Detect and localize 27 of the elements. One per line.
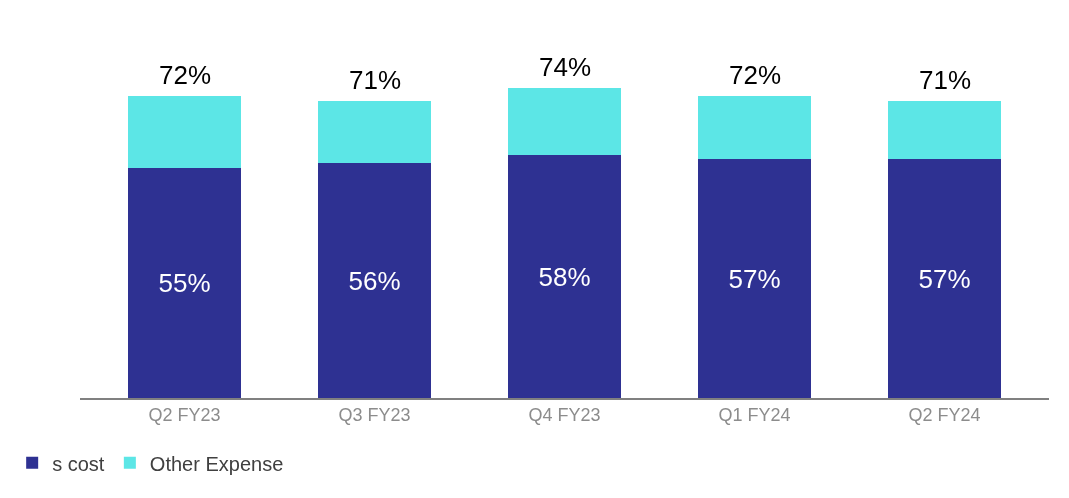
bar: [128, 96, 241, 168]
x-tick-label: Q2 FY23: [148, 405, 221, 426]
data-label: 58%: [538, 261, 591, 292]
x-tick-label: Q3 FY23: [338, 405, 411, 426]
data-label: 57%: [728, 263, 781, 294]
total-label: 71%: [349, 65, 402, 95]
data-label: 55%: [158, 267, 211, 298]
bar: [128, 167, 241, 398]
data-label: 57%: [918, 263, 971, 294]
bar: [888, 100, 1001, 160]
bar: [318, 163, 431, 398]
data-label: 56%: [348, 265, 401, 296]
bar: [888, 159, 1001, 398]
bar: [698, 96, 811, 160]
legend-label: s cost: [52, 452, 105, 475]
total-label: 71%: [919, 65, 972, 95]
legend-label: Other Expense: [149, 452, 284, 475]
bar: [508, 155, 621, 398]
x-tick-label: Q2 FY24: [908, 405, 981, 426]
total-label: 72%: [159, 60, 212, 90]
bar: [698, 159, 811, 398]
x-tick-label: Q1 FY24: [718, 405, 791, 426]
x-tick-label: Q4 FY23: [528, 405, 601, 426]
total-label: 72%: [729, 60, 782, 90]
total-label: 74%: [539, 52, 592, 82]
bar: [508, 88, 621, 156]
bar: [318, 100, 431, 164]
